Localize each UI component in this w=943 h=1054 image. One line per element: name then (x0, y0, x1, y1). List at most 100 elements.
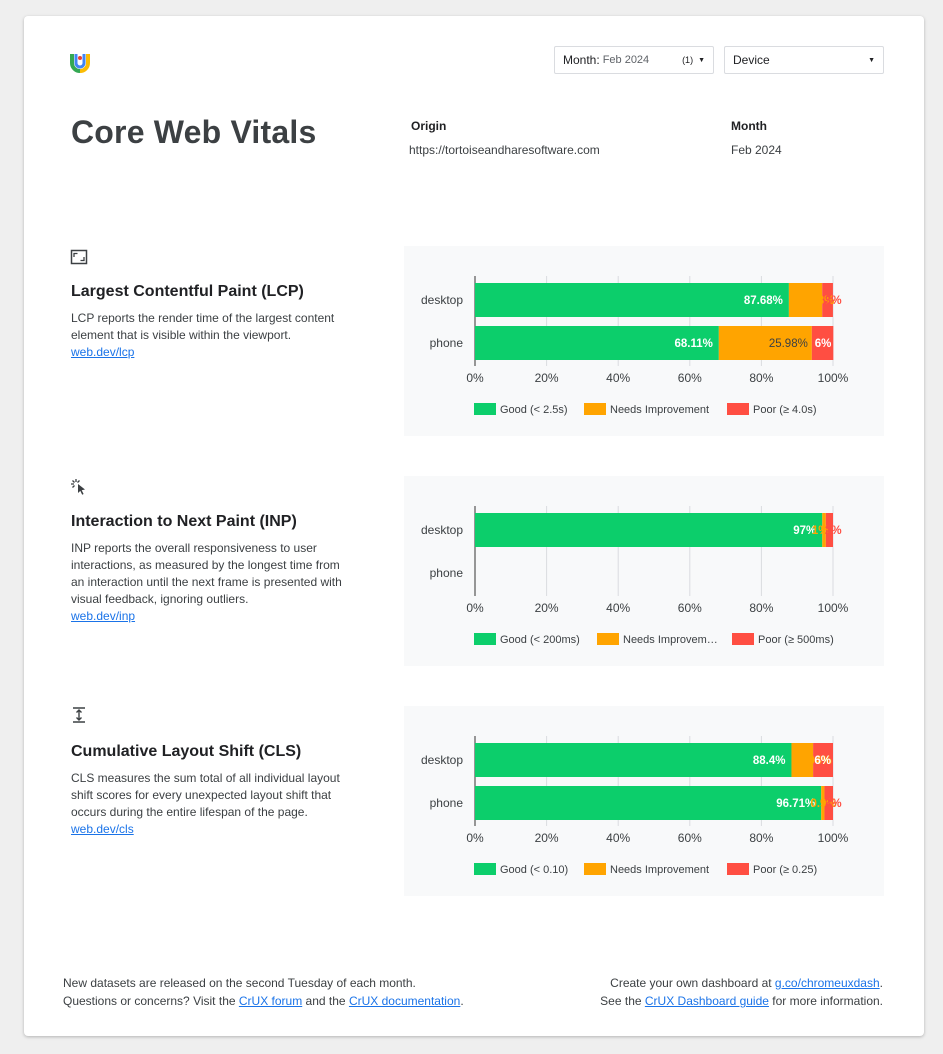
bar-good-desktop (475, 743, 792, 777)
legend-label-poor: Poor (≥ 0.25) (753, 864, 817, 876)
footer-and-text: and the (302, 994, 349, 1008)
x-tick-label: 80% (749, 601, 773, 615)
crux-forum-link[interactable]: CrUX forum (238, 994, 303, 1008)
footer-info-text: for more information. (768, 994, 883, 1008)
legend-label-needs: Needs Improvement (610, 864, 709, 876)
cls-shift-icon (73, 707, 85, 723)
chevron-down-icon: ▼ (868, 56, 875, 64)
bar-needs-desktop (822, 513, 826, 547)
legend-swatch-needs (584, 863, 606, 875)
month-filter-dropdown[interactable]: Month: Feb 2024 (1) ▼ (554, 46, 714, 74)
x-tick-label: 0% (466, 601, 484, 615)
x-tick-label: 100% (818, 371, 849, 385)
x-tick-label: 80% (749, 831, 773, 845)
category-label-phone: phone (430, 796, 464, 810)
data-label-good-phone: 96.71% (776, 798, 815, 810)
legend-label-poor: Poor (≥ 4.0s) (753, 404, 817, 416)
data-label-needs-desktop: 1% (812, 525, 829, 537)
lcp-docs-link[interactable]: web.dev/lcp (71, 345, 135, 359)
legend-label-good: Good (< 0.10) (500, 864, 568, 876)
month-value: Feb 2024 (731, 143, 782, 157)
legend-swatch-needs (597, 633, 619, 645)
bar-poor-phone (811, 326, 834, 360)
legend-label-poor: Poor (≥ 500ms) (758, 634, 834, 646)
data-label-good-desktop: 88.4% (753, 755, 786, 767)
data-label-good-desktop: 97% (793, 525, 816, 537)
dashboard-card: Month: Feb 2024 (1) ▼ Device ▼ Core Web … (24, 16, 924, 1036)
footer-questions-text: Questions or concerns? Visit the (63, 994, 239, 1008)
cls-description: CLS measures the sum total of all indivi… (71, 771, 340, 819)
data-label-needs-desktop: 9.3% (808, 295, 834, 307)
crux-logo-icon (70, 54, 90, 73)
legend-swatch-needs (584, 403, 606, 415)
inp-chart-panel: 0% 20% 40% 60% 80% 100% desktop phone 97% 1% 2% Goo… (404, 476, 884, 666)
footer-see-text: See the (600, 994, 645, 1008)
category-label-desktop: desktop (421, 753, 463, 767)
crux-docs-link[interactable]: CrUX documentation (348, 994, 461, 1008)
bar-needs-phone (821, 786, 825, 820)
lcp-chart-panel: 0% 20% 40% 60% 80% 100% desktop phone 87.68% 9.3%… (404, 246, 884, 436)
footer-period: . (879, 976, 883, 990)
legend-swatch-poor (727, 403, 749, 415)
x-tick-label: 20% (535, 831, 559, 845)
footer-create-text: Create your own dashboard at (610, 976, 775, 990)
x-tick-label: 60% (678, 831, 702, 845)
legend-swatch-poor (732, 633, 754, 645)
lcp-chart: 0% 20% 40% 60% 80% 100% desktop phone 87.68% 9.3%… (421, 276, 849, 416)
x-tick-label: 40% (606, 601, 630, 615)
x-tick-label: 60% (678, 371, 702, 385)
x-tick-label: 100% (818, 601, 849, 615)
data-label-needs-phone: 25.98% (769, 338, 808, 350)
footer-period: . (460, 994, 464, 1008)
month-filter-label: Month: (563, 53, 600, 67)
bar-poor-desktop (822, 283, 833, 317)
month-heading: Month (731, 119, 767, 133)
cls-docs-link[interactable]: web.dev/cls (71, 822, 134, 836)
dashboard-guide-link[interactable]: CrUX Dashboard guide (644, 994, 769, 1008)
lcp-title: Largest Contentful Paint (LCP) (71, 283, 304, 300)
data-label-poor-phone: 3% (825, 798, 842, 810)
bar-needs-desktop (788, 283, 823, 317)
inp-docs-link[interactable]: web.dev/inp (71, 609, 136, 623)
month-filter-value: Feb 2024 (602, 54, 650, 66)
cls-chart-panel: 0% 20% 40% 60% 80% 100% desktop phone 88.4% 6.04%… (404, 706, 884, 896)
x-tick-label: 100% (818, 831, 849, 845)
x-tick-label: 0% (466, 831, 484, 845)
lcp-description: LCP reports the render time of the large… (71, 311, 335, 342)
origin-heading: Origin (411, 119, 447, 133)
x-tick-label: 20% (535, 371, 559, 385)
data-label-good-phone: 68.11% (674, 338, 712, 350)
legend-label-needs: Needs Improvement (610, 404, 709, 416)
lcp-frame-icon (70, 249, 88, 265)
category-label-phone: phone (430, 566, 464, 580)
legend-label-good: Good (< 2.5s) (500, 404, 568, 416)
footer-left: New datasets are released on the second … (63, 974, 464, 1010)
legend-swatch-good (474, 633, 496, 645)
inp-description: INP reports the overall responsiveness t… (71, 541, 342, 606)
inp-title: Interaction to Next Paint (INP) (71, 513, 297, 530)
cls-chart: 0% 20% 40% 60% 80% 100% desktop phone 88.4% 6.04%… (421, 736, 849, 876)
data-label-poor-phone: 6% (815, 338, 832, 350)
month-filter-count: (1) (682, 55, 694, 65)
bar-poor-phone (824, 786, 833, 820)
bar-good-desktop (475, 283, 789, 317)
bar-good-phone (475, 786, 822, 820)
data-label-poor-desktop: 6% (814, 755, 831, 767)
inp-chart: 0% 20% 40% 60% 80% 100% desktop phone 97%1%2% Goo… (421, 506, 849, 646)
chromeuxdash-link[interactable]: g.co/chromeuxdash (774, 976, 880, 990)
device-filter-dropdown[interactable]: Device ▼ (724, 46, 884, 74)
footer-create-line: Create your own dashboard at g.co/chrome… (600, 974, 883, 992)
x-tick-label: 80% (749, 371, 773, 385)
page-title: Core Web Vitals (71, 114, 317, 150)
category-label-desktop: desktop (421, 293, 463, 307)
bar-needs-desktop (791, 743, 814, 777)
bar-poor-desktop (813, 743, 833, 777)
bar-poor-desktop (825, 513, 833, 547)
footer-release-note: New datasets are released on the second … (63, 976, 416, 990)
bar-needs-phone (718, 326, 812, 360)
data-label-poor-desktop: 3% (825, 295, 842, 307)
origin-value: https://tortoiseandharesoftware.com (409, 143, 600, 157)
legend-swatch-good (474, 863, 496, 875)
bar-good-phone (475, 326, 719, 360)
data-label-needs-phone: 0.9% (810, 798, 836, 810)
